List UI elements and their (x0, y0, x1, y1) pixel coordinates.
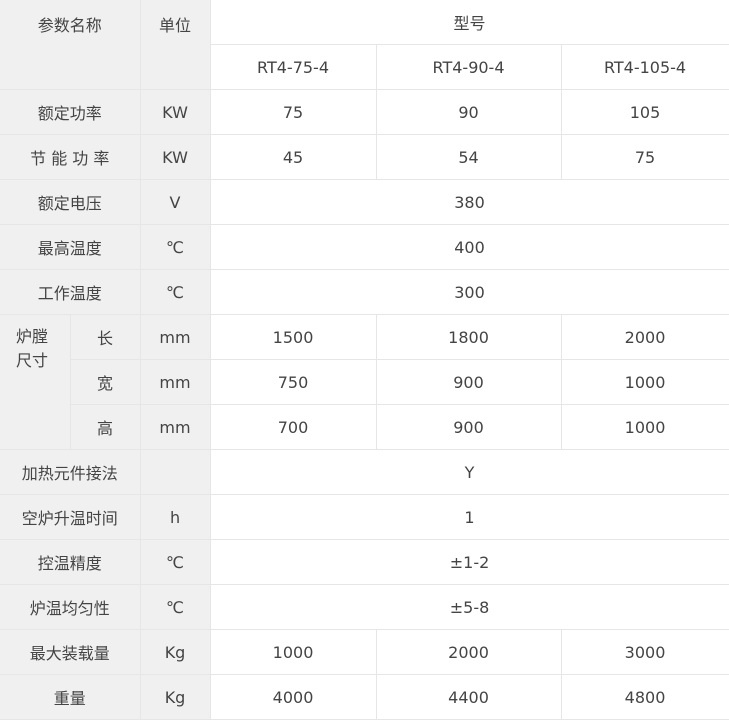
param-value: 1000 (209, 629, 377, 675)
param-unit (139, 449, 211, 495)
model-name: RT4-105-4 (560, 44, 729, 90)
param-value: 75 (560, 134, 729, 180)
param-value: 2000 (560, 314, 729, 360)
param-value: 900 (375, 359, 562, 405)
header-row: 参数名称 单位 型号 (0, 0, 729, 90)
param-value: 3000 (560, 629, 729, 675)
param-unit: KW (139, 89, 211, 135)
table-row: 重量 Kg 4000 4400 4800 (0, 674, 729, 720)
param-name: 节 能 功 率 (0, 134, 141, 180)
table-row: 最大装载量 Kg 1000 2000 3000 (0, 629, 729, 675)
table-row: 控温精度 ℃ ±1-2 (0, 539, 729, 585)
param-value: 700 (209, 404, 377, 450)
param-unit: ℃ (139, 224, 211, 270)
param-name: 最高温度 (0, 224, 141, 270)
param-unit: ℃ (139, 584, 211, 630)
param-value: 1000 (560, 359, 729, 405)
param-name: 空炉升温时间 (0, 494, 141, 540)
param-unit: Kg (139, 674, 211, 720)
param-value: ±1-2 (209, 539, 729, 585)
param-name: 最大装载量 (0, 629, 141, 675)
table-row: 高 mm 700 900 1000 (0, 404, 729, 450)
param-unit: Kg (139, 629, 211, 675)
table-row: 空炉升温时间 h 1 (0, 494, 729, 540)
param-unit: mm (139, 359, 211, 405)
header-models-row: RT4-75-4 RT4-90-4 RT4-105-4 (0, 44, 729, 90)
table-row: 加热元件接法 Y (0, 449, 729, 495)
param-unit: h (139, 494, 211, 540)
param-value: 4400 (375, 674, 562, 720)
model-name: RT4-90-4 (375, 44, 562, 90)
table-row: 炉温均匀性 ℃ ±5-8 (0, 584, 729, 630)
param-value: 45 (209, 134, 377, 180)
param-value: 1500 (209, 314, 377, 360)
table-row: 宽 mm 750 900 1000 (0, 359, 729, 405)
param-name: 高 (70, 404, 141, 450)
table-row: 炉膛尺寸长 mm 1500 1800 2000 (0, 314, 729, 450)
param-value: ±5-8 (209, 584, 729, 630)
param-unit: V (139, 179, 211, 225)
chamber-group-cell: 炉膛尺寸 (0, 314, 71, 450)
param-value: 54 (375, 134, 562, 180)
header-param-name: 参数名称 (0, 0, 141, 90)
param-name: 重量 (0, 674, 141, 720)
param-unit: ℃ (139, 539, 211, 585)
param-value: 380 (209, 179, 729, 225)
param-name: 炉温均匀性 (0, 584, 141, 630)
param-value: 1 (209, 494, 729, 540)
param-name: 宽 (70, 359, 141, 405)
param-value: 4000 (209, 674, 377, 720)
param-name: 额定电压 (0, 179, 141, 225)
param-value: 105 (560, 89, 729, 135)
param-value: 400 (209, 224, 729, 270)
param-value: 750 (209, 359, 377, 405)
param-name: 控温精度 (0, 539, 141, 585)
param-value: Y (209, 449, 729, 495)
header-model: 型号 (209, 0, 729, 45)
param-value: 4800 (560, 674, 729, 720)
param-value: 300 (209, 269, 729, 315)
param-value: 2000 (375, 629, 562, 675)
param-unit: mm (139, 404, 211, 450)
param-unit: KW (139, 134, 211, 180)
param-name: 工作温度 (0, 269, 141, 315)
param-unit: mm (139, 314, 211, 360)
param-name: 加热元件接法 (0, 449, 141, 495)
param-name: 长 (69, 314, 141, 360)
table-row: 额定电压 V 380 (0, 179, 729, 225)
table-row: 额定功率 KW 75 90 105 (0, 89, 729, 135)
param-value: 1800 (375, 314, 562, 360)
model-name: RT4-75-4 (210, 44, 377, 90)
table-row: 最高温度 ℃ 400 (0, 224, 729, 270)
table-row: 工作温度 ℃ 300 (0, 269, 729, 315)
param-value: 1000 (560, 404, 729, 450)
header-unit: 单位 (139, 0, 211, 90)
param-unit: ℃ (139, 269, 211, 315)
param-value: 90 (375, 89, 562, 135)
chamber-group-label: 炉膛尺寸 (16, 327, 49, 370)
param-name: 额定功率 (0, 89, 141, 135)
param-value: 75 (209, 89, 377, 135)
table-row: 节 能 功 率 KW 45 54 75 (0, 134, 729, 180)
param-value: 900 (375, 404, 562, 450)
